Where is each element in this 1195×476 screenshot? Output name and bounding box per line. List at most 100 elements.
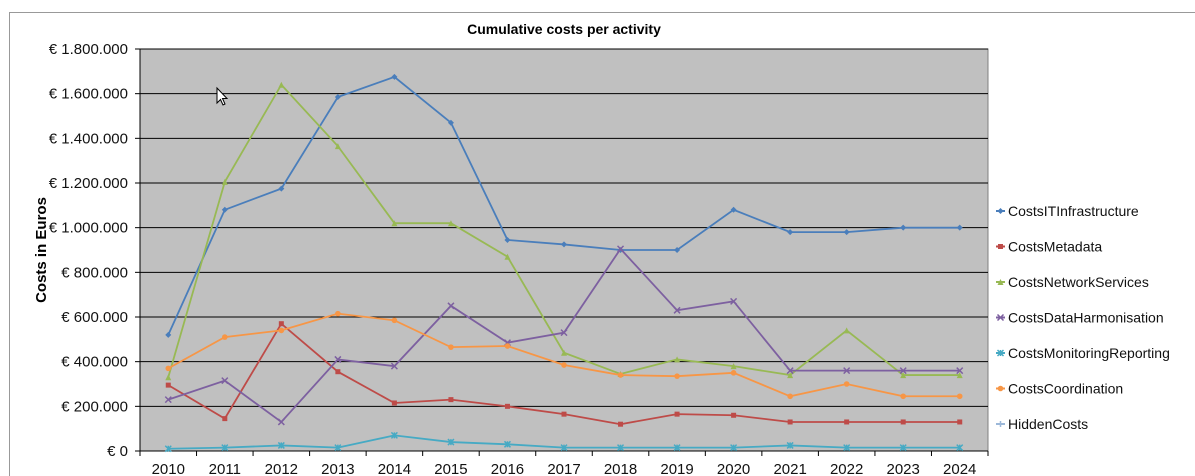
legend-marker-costs-data-harmonisation xyxy=(996,313,1005,322)
data-point-costs-coordination xyxy=(617,372,624,378)
y-tick-label: € 400.000 xyxy=(61,354,128,371)
y-tick-label: € 1.800.000 xyxy=(49,41,128,58)
x-tick-label: 2012 xyxy=(265,461,298,476)
data-point-costs-coordination xyxy=(843,381,850,387)
data-point-costs-metadata xyxy=(165,382,171,388)
y-tick-label: € 200.000 xyxy=(61,398,128,415)
y-tick-label: € 1.600.000 xyxy=(49,86,128,103)
data-point-costs-monitoring-reporting xyxy=(164,445,172,453)
chart-title: Cumulative costs per activity xyxy=(467,21,661,37)
data-point-costs-coordination xyxy=(448,344,454,350)
data-point-costs-i-t-infrastructure xyxy=(334,94,341,101)
data-point-costs-monitoring-reporting xyxy=(843,444,851,452)
data-point-costs-network-services xyxy=(900,372,907,379)
data-point-costs-data-harmonisation xyxy=(560,329,568,337)
legend-label-costs-metadata: CostsMetadata xyxy=(1008,239,1102,255)
data-point-costs-network-services xyxy=(843,327,850,334)
data-point-costs-coordination xyxy=(391,317,398,324)
data-point-costs-network-services xyxy=(447,220,454,227)
data-point-costs-monitoring-reporting xyxy=(221,444,229,452)
data-point-costs-i-t-infrastructure xyxy=(221,206,228,213)
data-point-costs-monitoring-reporting xyxy=(334,444,342,452)
data-point-costs-monitoring-reporting xyxy=(786,441,794,449)
x-tick-label: 2019 xyxy=(660,461,693,476)
data-point-costs-data-harmonisation xyxy=(843,367,851,375)
legend-label-costs-data-harmonisation: CostsDataHarmonisation xyxy=(1008,310,1164,326)
x-tick-label: 2023 xyxy=(887,461,920,476)
data-point-costs-i-t-infrastructure xyxy=(561,241,567,248)
x-tick-label: 2014 xyxy=(378,461,411,476)
data-point-costs-i-t-infrastructure xyxy=(730,206,737,213)
data-point-costs-metadata xyxy=(731,412,737,418)
data-point-costs-metadata xyxy=(504,403,510,409)
data-point-costs-network-services xyxy=(221,178,228,185)
data-point-costs-coordination xyxy=(561,362,567,368)
y-tick-label: € 0 xyxy=(107,443,128,460)
y-tick-label: € 1.000.000 xyxy=(49,220,128,237)
legend-label-costs-coordination: CostsCoordination xyxy=(1008,381,1123,397)
data-point-costs-coordination xyxy=(900,393,906,400)
y-tick-label: € 1.200.000 xyxy=(49,175,128,192)
data-point-costs-metadata xyxy=(448,397,454,403)
data-point-costs-network-services xyxy=(674,356,681,363)
data-point-costs-coordination xyxy=(674,373,680,379)
data-point-costs-coordination xyxy=(504,343,511,349)
data-point-costs-i-t-infrastructure xyxy=(674,247,681,253)
data-point-costs-network-services xyxy=(391,220,398,227)
x-tick-label: 2015 xyxy=(434,461,467,476)
data-point-costs-monitoring-reporting xyxy=(956,444,964,452)
data-point-costs-data-harmonisation xyxy=(786,367,794,375)
data-point-costs-monitoring-reporting xyxy=(899,444,907,452)
legend-marker-costs-metadata xyxy=(998,244,1003,249)
data-point-costs-monitoring-reporting xyxy=(447,438,455,446)
data-point-costs-metadata xyxy=(391,400,397,406)
data-point-costs-data-harmonisation xyxy=(164,396,172,404)
data-point-costs-i-t-infrastructure xyxy=(956,224,963,231)
data-point-costs-data-harmonisation xyxy=(956,367,964,375)
data-point-costs-data-harmonisation xyxy=(334,355,342,363)
data-point-costs-data-harmonisation xyxy=(617,245,625,253)
x-tick-label: 2020 xyxy=(717,461,750,476)
data-point-costs-data-harmonisation xyxy=(447,302,455,310)
data-point-costs-coordination xyxy=(278,327,285,334)
mouse-cursor-icon xyxy=(216,86,229,106)
x-tick-label: 2021 xyxy=(773,461,806,476)
data-point-costs-i-t-infrastructure xyxy=(787,229,794,236)
data-point-costs-coordination xyxy=(730,370,737,376)
data-point-costs-coordination xyxy=(165,365,172,372)
data-point-costs-metadata xyxy=(561,411,567,417)
data-point-costs-network-services xyxy=(278,81,285,88)
data-point-costs-i-t-infrastructure xyxy=(900,224,907,231)
data-point-costs-coordination xyxy=(335,310,341,317)
x-tick-label: 2018 xyxy=(604,461,637,476)
data-point-costs-data-harmonisation xyxy=(390,362,398,370)
y-tick-label: € 1.400.000 xyxy=(49,130,128,147)
data-point-costs-data-harmonisation xyxy=(221,377,229,385)
y-tick-label: € 800.000 xyxy=(61,264,128,281)
legend-label-costs-i-t-infrastructure: CostsITInfrastructure xyxy=(1008,203,1139,219)
data-point-costs-monitoring-reporting xyxy=(730,444,738,452)
data-point-costs-data-harmonisation xyxy=(899,367,907,375)
data-point-costs-network-services xyxy=(504,253,511,260)
x-tick-label: 2022 xyxy=(830,461,863,476)
data-point-costs-network-services xyxy=(730,363,737,370)
x-tick-label: 2017 xyxy=(547,461,580,476)
data-point-costs-monitoring-reporting xyxy=(560,444,568,452)
data-point-costs-monitoring-reporting xyxy=(617,444,625,452)
data-point-costs-i-t-infrastructure xyxy=(447,119,454,126)
data-point-costs-data-harmonisation xyxy=(730,297,738,305)
x-tick-label: 2016 xyxy=(491,461,524,476)
data-point-costs-monitoring-reporting xyxy=(503,440,511,448)
legend-marker-costs-coordination xyxy=(997,385,1004,392)
legend-label-costs-monitoring-reporting: CostsMonitoringReporting xyxy=(1008,345,1170,361)
data-point-costs-network-services xyxy=(561,349,567,356)
data-point-costs-network-services xyxy=(165,374,172,381)
data-point-costs-network-services xyxy=(334,143,341,150)
legend-marker-costs-monitoring-reporting xyxy=(996,349,1005,357)
data-point-costs-network-services xyxy=(956,372,963,379)
data-point-costs-monitoring-reporting xyxy=(673,444,681,452)
data-point-costs-metadata xyxy=(957,419,963,425)
legend-label-hidden-costs: HiddenCosts xyxy=(1008,416,1088,432)
legend-marker-costs-i-t-infrastructure xyxy=(997,208,1004,214)
